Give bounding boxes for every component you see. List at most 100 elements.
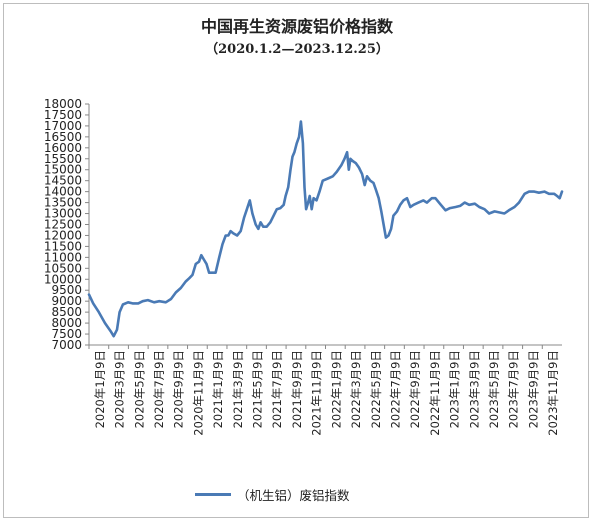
y-tick-label: 13500 [44,196,82,210]
x-tick-label: 2022年3月9日 [349,350,363,428]
x-tick-label: 2020年1月9日 [93,350,107,428]
data-point [533,190,536,193]
data-point [118,311,121,313]
data-point [284,195,287,197]
data-point [361,173,363,176]
data-point [315,199,318,202]
data-point [293,151,296,154]
data-point [300,120,302,123]
data-point [439,202,441,205]
data-point [488,212,490,215]
y-tick-label: 9500 [51,283,82,297]
chart-frame [3,3,589,518]
data-point [127,301,129,304]
data-point [194,263,197,265]
data-point [229,230,232,233]
data-point [327,177,329,180]
data-point [141,300,144,303]
data-point [218,256,221,259]
data-point [179,287,182,289]
data-point [287,186,290,189]
data-point [454,206,457,208]
data-point [110,331,112,333]
data-point [374,188,377,191]
data-point [483,208,486,211]
data-point [444,209,447,212]
data-point [214,271,217,274]
data-point [259,221,262,224]
data-point [387,234,390,237]
data-point [498,211,501,214]
data-point [503,212,506,215]
y-tick-label: 10000 [44,272,82,286]
data-point [188,277,191,280]
data-point [92,302,95,305]
x-tick-label: 2023年5月9日 [487,350,501,428]
x-tick-label: 2020年9月9日 [172,350,186,428]
data-point [205,263,208,265]
data-point [412,203,415,206]
data-point [399,203,402,206]
x-tick-label: 2021年3月9日 [231,350,245,428]
y-tick-label: 8500 [51,305,82,319]
data-point [553,192,556,195]
y-tick-label: 14500 [44,174,82,188]
data-point [251,212,254,215]
series-line [87,120,564,338]
data-point [279,207,282,210]
data-point [88,293,90,296]
data-point [246,208,248,211]
x-tick-label: 2021年1月9日 [211,350,225,428]
data-point [243,217,245,219]
data-point [282,203,285,206]
x-tick-label: 2022年11月9日 [428,350,442,436]
data-point [254,223,257,226]
data-point [385,236,387,239]
x-tick-label: 2022年9月9日 [408,350,422,428]
data-point [430,197,433,200]
data-point [366,175,368,178]
x-tick-label: 2020年5月9日 [132,350,146,428]
data-point [463,201,466,204]
data-point [262,225,265,228]
data-point [449,207,451,210]
data-point [347,168,350,171]
data-point [561,190,563,193]
data-point [272,214,275,217]
data-point [556,195,558,197]
data-point [390,228,392,230]
data-point [257,228,260,230]
data-point [198,260,200,263]
data-point [392,214,395,217]
y-tick-label: 14000 [44,185,82,199]
data-point [295,142,298,145]
data-point [184,280,187,283]
legend: （机生铝）废铝指数 [195,485,350,504]
data-point [97,311,100,313]
x-tick-label: 2022年5月9日 [369,350,383,428]
data-point [158,300,161,303]
data-point [269,221,272,224]
x-tick-label: 2020年3月9日 [113,350,127,428]
y-tick-label: 11500 [44,239,82,253]
data-point [232,232,235,235]
legend-line-swatch [195,493,231,496]
data-point [147,299,149,301]
y-tick-label: 12000 [44,228,82,242]
data-point [302,142,304,145]
data-point [558,197,561,200]
data-point [538,191,540,194]
y-tick-label: 15000 [44,163,82,177]
data-point [528,190,530,193]
x-tick-label: 2023年11月9日 [546,350,560,436]
data-point [406,197,408,200]
y-tick-label: 17500 [44,108,82,122]
y-tick-label: 11000 [44,250,82,264]
y-tick-label: 15500 [44,152,82,166]
data-point [349,157,352,160]
y-tick-label: 10500 [44,261,82,275]
data-point [417,201,420,204]
data-point [402,199,405,202]
data-point [518,201,520,204]
y-tick-label: 7000 [51,338,82,352]
